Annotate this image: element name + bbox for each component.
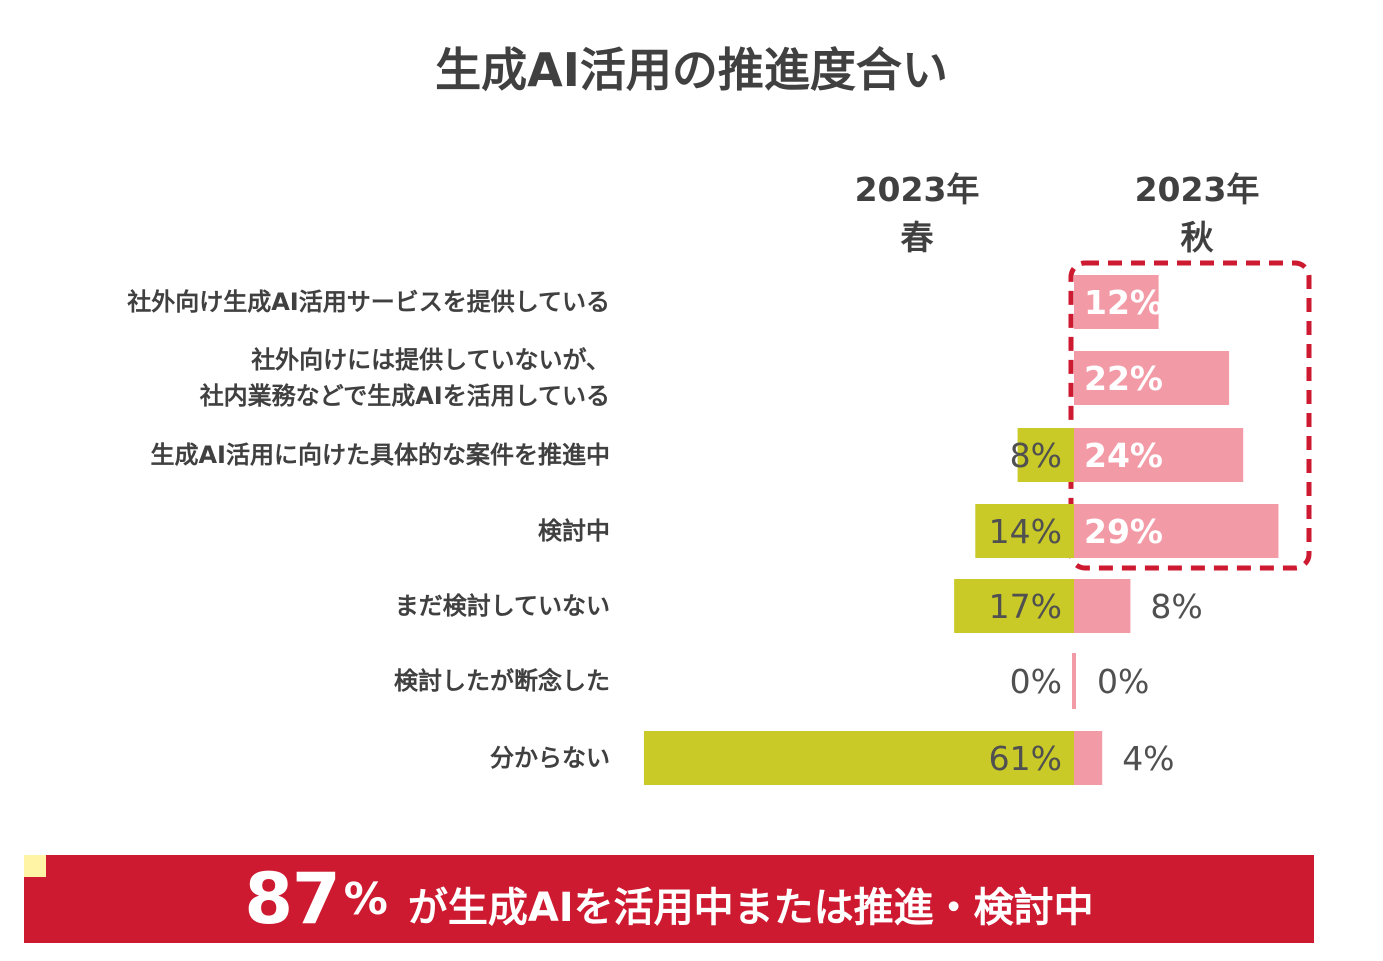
column-header-spring: 2023年 春 [817, 166, 1017, 262]
column-header-spring-year: 2023年 [854, 170, 980, 209]
category-label-line: 社外向け生成AI活用サービスを提供している [127, 288, 610, 316]
category-label: 社外向け生成AI活用サービスを提供している [10, 284, 610, 320]
banner-marker [24, 855, 46, 877]
column-header-spring-season: 春 [900, 218, 934, 257]
banner-number: 87 [244, 858, 340, 940]
column-header-autumn-year: 2023年 [1134, 170, 1260, 209]
bar-autumn [1074, 731, 1103, 785]
zero-marker [1072, 653, 1076, 709]
data-label-autumn: 29% [1084, 512, 1163, 551]
bar-spring [1017, 428, 1074, 482]
category-label: まだ検討していない [10, 588, 610, 624]
data-label-spring: 14% [989, 512, 1062, 551]
category-label: 分からない [10, 740, 610, 776]
bar-autumn [1074, 351, 1230, 405]
category-label-line: 検討中 [538, 517, 610, 545]
category-label-line: 社内業務などで生成AIを活用している [199, 382, 610, 410]
data-label-spring: 0% [1010, 662, 1062, 701]
bar-chart: 12%22%8% 24%14% 29%17% 8%0% 0%61% 4% [643, 260, 1312, 785]
column-header-autumn-season: 秋 [1180, 218, 1214, 257]
data-label-autumn: 0% [1097, 662, 1149, 701]
category-label-line: まだ検討していない [394, 592, 610, 620]
data-label-spring: 17% [989, 587, 1062, 626]
bar-autumn [1074, 275, 1159, 329]
data-label-autumn: 22% [1084, 359, 1163, 398]
data-label-autumn: 8% [1150, 587, 1202, 626]
category-label-line: 検討したが断念した [394, 667, 610, 695]
bar-autumn [1074, 428, 1244, 482]
chart-title: 生成AI活用の推進度合い [435, 43, 948, 97]
summary-banner: 87 % が生成AIを活用中または推進・検討中 [24, 855, 1314, 943]
banner-text: が生成AIを活用中または推進・検討中 [407, 885, 1094, 931]
bar-spring [643, 731, 1074, 785]
data-label-autumn: 24% [1084, 436, 1163, 475]
column-header-autumn: 2023年 秋 [1097, 166, 1297, 262]
category-label: 検討中 [10, 513, 610, 549]
banner-unit: % [343, 873, 388, 925]
bar-spring [954, 579, 1074, 633]
data-label-spring: 61% [989, 739, 1062, 778]
category-label-line: 社外向けには提供していないが、 [251, 346, 610, 374]
data-label-spring: 8% [1010, 436, 1062, 475]
category-label-line: 分からない [490, 744, 610, 772]
category-label: 生成AI活用に向けた具体的な案件を推進中 [10, 437, 610, 473]
bar-autumn [1074, 504, 1279, 558]
category-label: 検討したが断念した [10, 663, 610, 699]
category-label: 社外向けには提供していないが、社内業務などで生成AIを活用している [10, 342, 610, 414]
data-label-autumn: 4% [1122, 739, 1174, 778]
bar-spring [975, 504, 1074, 558]
bar-autumn [1074, 579, 1131, 633]
data-label-autumn: 12% [1084, 283, 1163, 322]
category-label-line: 生成AI活用に向けた具体的な案件を推進中 [150, 441, 610, 469]
highlight-box [1068, 260, 1312, 571]
